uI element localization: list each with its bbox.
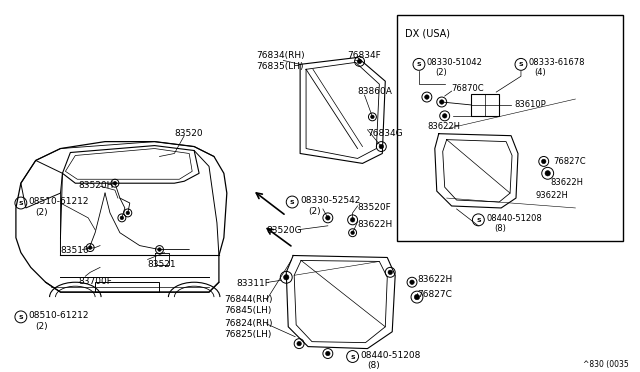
Text: S: S <box>290 200 294 205</box>
Text: (2): (2) <box>308 207 321 216</box>
Text: 83510: 83510 <box>60 246 89 254</box>
Text: 08440-51208: 08440-51208 <box>486 214 542 223</box>
Circle shape <box>157 248 161 251</box>
Text: S: S <box>19 201 23 206</box>
Circle shape <box>351 231 355 234</box>
Circle shape <box>388 270 392 275</box>
Text: 76835(LH): 76835(LH) <box>257 62 304 71</box>
Text: S: S <box>476 218 481 223</box>
Circle shape <box>326 216 330 220</box>
Text: (2): (2) <box>36 208 49 217</box>
Text: S: S <box>19 315 23 320</box>
Text: 08330-52542: 08330-52542 <box>300 196 360 205</box>
Text: ^830 (0035: ^830 (0035 <box>583 360 629 369</box>
Text: 83622H: 83622H <box>550 178 584 187</box>
Text: S: S <box>350 355 355 359</box>
Text: 76844(RH): 76844(RH) <box>224 295 273 304</box>
Circle shape <box>126 211 129 215</box>
Circle shape <box>379 144 383 149</box>
Text: 76827C: 76827C <box>417 290 452 299</box>
Text: 08510-61212: 08510-61212 <box>29 197 89 206</box>
Text: 83622H: 83622H <box>358 220 393 229</box>
Text: 83520G: 83520G <box>266 226 302 235</box>
Text: 83520H: 83520H <box>78 181 114 190</box>
Bar <box>95 282 159 292</box>
Circle shape <box>440 100 444 104</box>
Text: 83520: 83520 <box>174 129 203 138</box>
Circle shape <box>371 115 374 119</box>
Text: 76824(RH): 76824(RH) <box>224 319 273 328</box>
Text: 76834(RH): 76834(RH) <box>257 51 305 61</box>
Text: 76834G: 76834G <box>367 129 403 138</box>
Circle shape <box>425 95 429 99</box>
Text: 76827C: 76827C <box>554 157 586 166</box>
Text: 83521: 83521 <box>148 260 176 269</box>
Circle shape <box>297 341 301 346</box>
Bar <box>472 94 499 116</box>
Text: 93622H: 93622H <box>536 191 569 200</box>
Text: 83311F: 83311F <box>237 279 271 288</box>
Circle shape <box>357 59 362 64</box>
Text: (2): (2) <box>36 322 49 331</box>
Circle shape <box>541 159 546 164</box>
Circle shape <box>284 275 289 280</box>
Circle shape <box>410 280 414 285</box>
Circle shape <box>88 246 92 249</box>
Circle shape <box>442 113 447 118</box>
Bar <box>397 15 623 241</box>
Text: (8): (8) <box>367 362 380 371</box>
Circle shape <box>113 182 116 185</box>
Text: 83860A: 83860A <box>358 87 392 96</box>
Text: 76845(LH): 76845(LH) <box>224 306 271 315</box>
Text: S: S <box>518 62 524 67</box>
Circle shape <box>545 171 550 176</box>
Circle shape <box>120 216 124 219</box>
Text: S: S <box>417 62 421 67</box>
Text: 83622H: 83622H <box>427 122 460 131</box>
Text: 83622H: 83622H <box>417 275 452 284</box>
Text: DX (USA): DX (USA) <box>405 29 450 39</box>
Text: (2): (2) <box>435 68 447 77</box>
Circle shape <box>350 218 355 222</box>
Text: 76870C: 76870C <box>452 84 484 93</box>
Text: 08440-51208: 08440-51208 <box>360 350 421 360</box>
Text: 83700F: 83700F <box>78 277 112 286</box>
Text: 08333-61678: 08333-61678 <box>529 58 586 67</box>
Text: 76834F: 76834F <box>348 51 381 61</box>
Text: 83520F: 83520F <box>358 203 391 212</box>
Text: (4): (4) <box>534 68 545 77</box>
Circle shape <box>414 294 420 300</box>
Circle shape <box>326 351 330 356</box>
Text: 83610P: 83610P <box>514 100 546 109</box>
Text: 08510-61212: 08510-61212 <box>29 311 89 320</box>
Text: (8): (8) <box>494 224 506 233</box>
Text: 76825(LH): 76825(LH) <box>224 330 271 339</box>
Text: 08330-51042: 08330-51042 <box>427 58 483 67</box>
